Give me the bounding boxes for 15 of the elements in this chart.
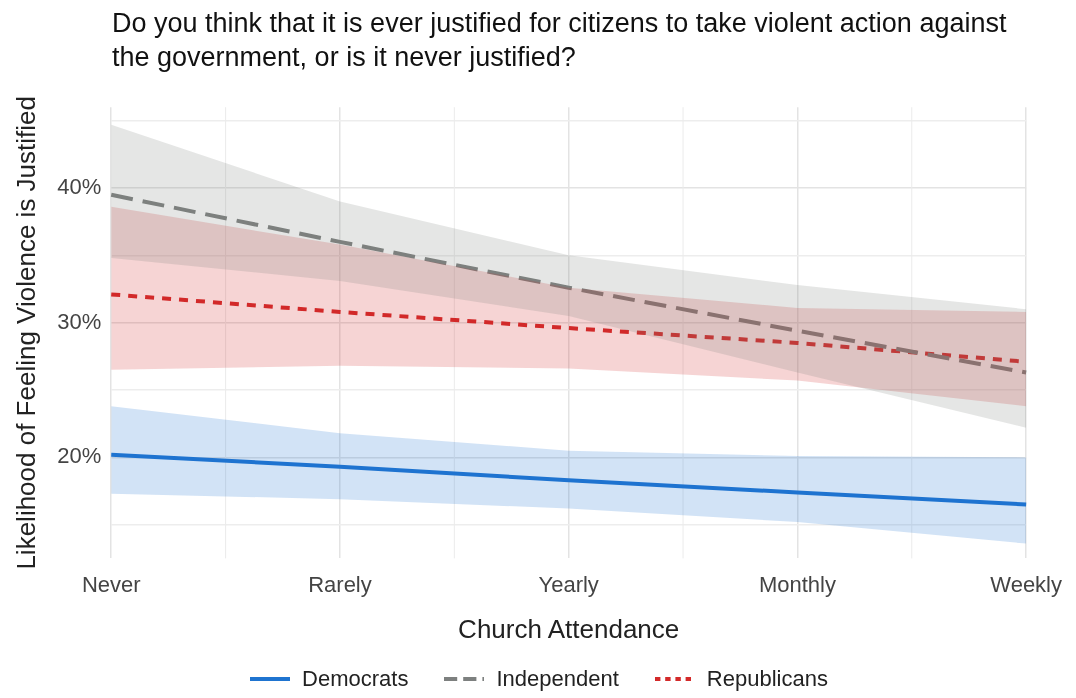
y-tick-label: 20% xyxy=(57,443,102,469)
x-tick-label: Rarely xyxy=(308,571,372,597)
y-tick-label: 40% xyxy=(57,174,102,200)
legend-label: Independent xyxy=(496,666,619,692)
y-tick-label: 30% xyxy=(57,308,102,334)
x-tick-label: Never xyxy=(81,571,141,597)
x-tick-label: Monthly xyxy=(758,571,836,597)
x-axis-title: Church Attendance xyxy=(458,613,680,644)
legend-label: Democrats xyxy=(302,666,409,692)
x-tick-label: Yearly xyxy=(538,571,599,597)
chart-title: Do you think that it is ever justified for citizens to take violent action against the government, or is it never justified? xyxy=(112,7,1008,74)
y-axis-title: Likelihood of Feeling Violence is Justified xyxy=(10,96,41,570)
legend-label: Republicans xyxy=(706,666,828,692)
line-series xyxy=(109,192,1029,375)
x-tick-label: Weekly xyxy=(990,571,1062,597)
